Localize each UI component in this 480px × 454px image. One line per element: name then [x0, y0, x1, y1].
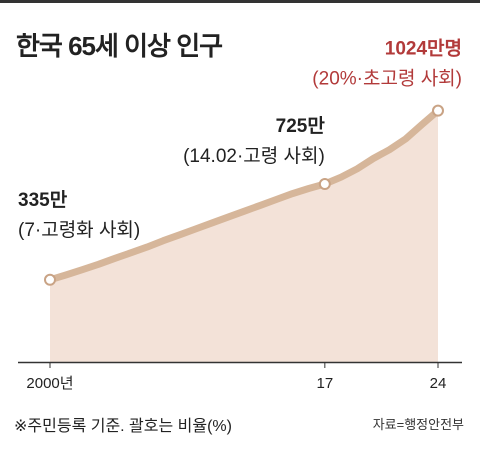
annotation-value: 1024만명 [385, 38, 462, 60]
series-line [46, 107, 442, 284]
area-layer [50, 110, 438, 362]
x-axis: 2000년 17 24 [18, 361, 462, 392]
area-fill [50, 110, 438, 362]
data-point-marker [44, 273, 56, 286]
annotation-value: 335만 [18, 189, 68, 211]
data-point-marker [318, 178, 331, 191]
marker-layer [44, 104, 444, 286]
x-tick-label: 2000년 [26, 375, 73, 392]
annotation-label: (14.02·고령 사회) [183, 145, 325, 167]
chart-title: 한국 65세 이상 인구 [16, 31, 223, 61]
annotation-label: (7·고령화 사회) [18, 219, 140, 241]
top-rule [0, 0, 480, 3]
annotation-layer: 335만 (7·고령화 사회) 725만 (14.02·고령 사회) 1024만명 (20… [18, 38, 462, 241]
source-note: 자료=행정안전부 [372, 417, 464, 432]
footnote: ※주민등록 기준. 괄호는 비율(%) [14, 418, 232, 435]
annotation-label: (20%·초고령 사회) [312, 68, 462, 90]
x-tick-label: 24 [430, 375, 447, 392]
annotation-value: 725만 [276, 115, 326, 137]
data-point-marker [432, 104, 444, 117]
line-layer [46, 107, 442, 284]
x-tick-label: 17 [316, 375, 333, 392]
